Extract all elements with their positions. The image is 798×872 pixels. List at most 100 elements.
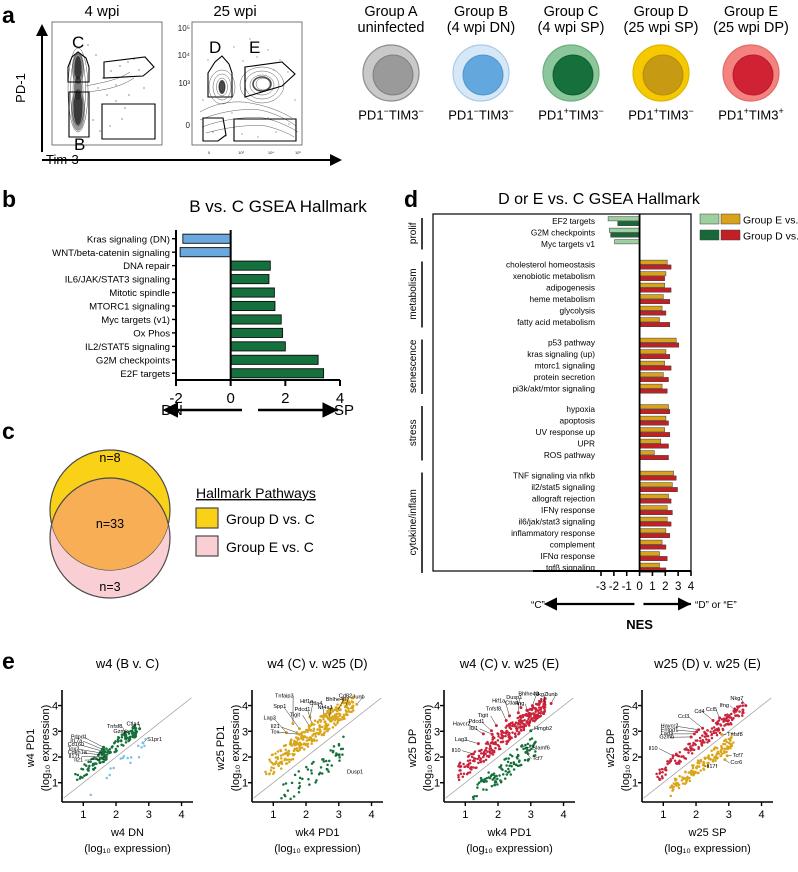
category-label: Mitotic spindle bbox=[109, 288, 170, 299]
data-point bbox=[268, 772, 271, 775]
gene-leader-line bbox=[307, 709, 313, 724]
group-item: Group B (4 wpi DN) PD1−TIM3− bbox=[436, 4, 526, 174]
group-circle-icon bbox=[632, 44, 690, 103]
data-point bbox=[529, 707, 532, 711]
data-point bbox=[473, 750, 477, 753]
pathway-label: xenobiotic metabolism bbox=[513, 271, 595, 281]
group-name: Group C bbox=[543, 4, 599, 20]
bar-group-e bbox=[639, 372, 664, 378]
data-point bbox=[727, 741, 731, 745]
x-tick-label: 2 bbox=[113, 809, 119, 821]
gene-leader-line bbox=[283, 706, 300, 729]
gene-leader-line bbox=[519, 697, 522, 708]
y-axis-sublabel: (log₁₀ expression) bbox=[422, 705, 434, 792]
data-point bbox=[122, 744, 125, 747]
data-point bbox=[327, 708, 331, 711]
data-point bbox=[699, 758, 703, 762]
data-point bbox=[75, 778, 79, 782]
gene-leader-line bbox=[273, 718, 287, 733]
data-point bbox=[512, 768, 516, 771]
data-point bbox=[486, 742, 490, 746]
data-point bbox=[515, 748, 519, 751]
data-point bbox=[279, 748, 282, 752]
pheno-pre: PD1 bbox=[358, 107, 384, 123]
bar-group-d bbox=[639, 377, 669, 382]
bar-group-d bbox=[639, 299, 671, 304]
y-tick-label: 4 bbox=[434, 701, 440, 713]
flow-xtick-2: 10⁴ bbox=[268, 150, 274, 155]
data-point bbox=[519, 729, 523, 732]
data-point bbox=[701, 734, 704, 737]
x-axis-label: w4 DN bbox=[110, 827, 144, 839]
data-point bbox=[660, 767, 664, 771]
data-point bbox=[658, 768, 661, 771]
data-point bbox=[326, 763, 329, 767]
data-point bbox=[528, 744, 532, 748]
gate-lower-left-25 bbox=[202, 117, 227, 142]
panel-c-venn: n=8 n=33 n=3 Hallmark Pathways Group D v… bbox=[18, 428, 378, 608]
data-point bbox=[509, 727, 513, 731]
data-point bbox=[292, 749, 296, 753]
bar-group-e bbox=[639, 317, 660, 323]
y-tick-label: 1 bbox=[52, 778, 58, 790]
data-point bbox=[137, 756, 141, 759]
data-point bbox=[312, 729, 315, 733]
data-point bbox=[683, 748, 686, 751]
gene-label: Lag3 bbox=[455, 737, 467, 743]
data-point bbox=[274, 752, 277, 755]
pathway-label: il6/jak/stat3 signaling bbox=[518, 517, 595, 527]
data-point bbox=[459, 772, 463, 776]
gene-label: Ifng bbox=[515, 701, 524, 707]
gene-label: Cd4 bbox=[694, 709, 704, 715]
data-point bbox=[319, 766, 323, 769]
bar-group-e bbox=[639, 305, 663, 311]
data-point bbox=[530, 747, 533, 751]
gene-leader-line bbox=[329, 707, 331, 718]
data-point bbox=[114, 750, 118, 753]
data-point bbox=[289, 743, 293, 747]
x-tick-label: -1 bbox=[622, 581, 632, 593]
data-point bbox=[493, 742, 497, 746]
gene-label: Gzmb bbox=[659, 734, 674, 740]
x-tick-label: 2 bbox=[281, 390, 289, 407]
data-point bbox=[284, 748, 288, 751]
data-point bbox=[321, 725, 324, 729]
pathway-label: pi3k/akt/mtor signaling bbox=[512, 384, 595, 394]
x-tick-label: 2 bbox=[495, 809, 501, 821]
data-point bbox=[85, 764, 88, 767]
legend-swatch-groupE bbox=[195, 535, 219, 557]
data-point bbox=[292, 754, 295, 757]
data-point bbox=[712, 726, 716, 729]
gsea-dore-bar-chart: D or E vs. C GSEA Hallmark prolif metaboli… bbox=[408, 191, 798, 632]
group-item: Group D (25 wpi SP) PD1+TIM3− bbox=[616, 4, 706, 174]
gene-leader-line bbox=[481, 721, 492, 731]
data-point bbox=[80, 767, 83, 771]
gene-leader-line bbox=[77, 748, 104, 754]
data-point bbox=[341, 747, 345, 751]
gate-label-C: C bbox=[72, 33, 84, 52]
gate-lower-right-25 bbox=[233, 118, 297, 142]
data-point bbox=[742, 711, 745, 715]
data-point bbox=[501, 740, 505, 743]
gene-leader-line bbox=[702, 711, 714, 721]
data-point bbox=[331, 751, 335, 754]
data-point bbox=[526, 713, 530, 717]
x-tick-label: 1 bbox=[649, 581, 655, 593]
bar-group-e bbox=[639, 528, 667, 534]
data-point bbox=[690, 752, 694, 755]
pathway-label: inflammatory response bbox=[511, 528, 595, 538]
data-point bbox=[351, 706, 354, 710]
data-point bbox=[487, 771, 490, 774]
data-point bbox=[510, 736, 513, 740]
data-point bbox=[288, 752, 291, 756]
data-point bbox=[326, 711, 329, 715]
legend-title-hallmark: Hallmark Pathways bbox=[196, 485, 316, 501]
bar-group-d bbox=[639, 420, 669, 426]
data-point bbox=[457, 774, 460, 777]
bar bbox=[182, 233, 232, 244]
y-axis-sublabel: (log₁₀ expression) bbox=[40, 705, 52, 792]
data-point bbox=[694, 739, 698, 742]
data-point bbox=[673, 759, 677, 762]
x-axis-sublabel: (log₁₀ expression) bbox=[84, 843, 171, 855]
pathway-label: Myc targets v1 bbox=[541, 239, 595, 249]
